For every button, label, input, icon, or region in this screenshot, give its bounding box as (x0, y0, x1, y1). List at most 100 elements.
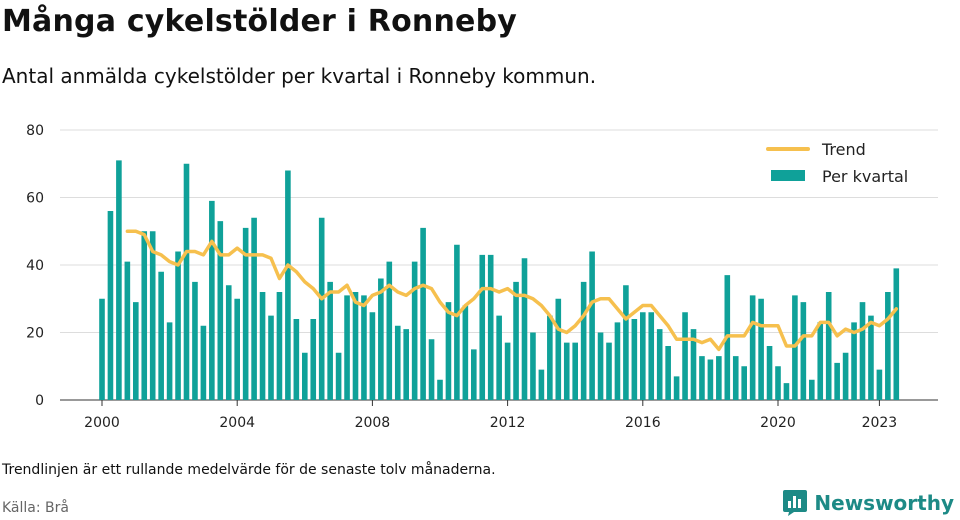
bar (547, 315, 553, 401)
bar (859, 302, 866, 401)
bar-chart-speech-bubble-icon (783, 490, 808, 516)
x-tick-label: 2016 (625, 415, 661, 431)
bar (538, 369, 545, 401)
bar (868, 315, 874, 401)
x-tick-label: 2008 (355, 415, 391, 431)
bar (276, 292, 283, 400)
bar (885, 292, 891, 400)
bar (665, 346, 671, 400)
bar (842, 352, 849, 400)
bar (403, 329, 409, 401)
bar (285, 170, 291, 400)
bar (386, 261, 393, 401)
bar (192, 281, 198, 401)
chart: 0 20 40 60 80 2000 2004 2008 2012 2016 2020 2023 Tr… (26, 123, 938, 431)
bar (335, 352, 342, 400)
axes: 0 20 40 60 80 2000 2004 2008 2012 2016 2020 2023 (26, 123, 897, 431)
bar (631, 319, 638, 400)
bar (504, 342, 511, 401)
bar (614, 322, 621, 401)
bar (175, 251, 181, 400)
y-tick-label: 0 (35, 393, 44, 409)
bar (851, 322, 857, 401)
bar (411, 261, 418, 401)
bar (766, 346, 773, 400)
bar (640, 312, 646, 400)
bar (580, 281, 587, 401)
x-tick-label: 2004 (219, 415, 255, 431)
brand[interactable]: Newsworthy (782, 489, 954, 517)
bar (732, 356, 739, 401)
bar (445, 302, 452, 401)
chart-subtitle: Antal anmälda cykelstölder per kvartal i… (2, 64, 597, 88)
bar (183, 163, 190, 400)
bar (589, 251, 595, 400)
bar (107, 211, 114, 400)
bar (428, 339, 435, 400)
bar (893, 268, 900, 401)
bar (690, 329, 697, 401)
bar (259, 292, 266, 400)
trend-line (125, 229, 899, 352)
legend-bar-swatch (771, 170, 805, 181)
bar (116, 160, 122, 401)
legend: Trend Per kvartal (766, 140, 908, 186)
gridlines (60, 129, 938, 401)
bar (217, 221, 224, 401)
bar (251, 217, 257, 400)
bar (242, 227, 249, 401)
bar (817, 322, 824, 401)
bar (783, 383, 790, 401)
bar (758, 298, 764, 400)
bar (369, 312, 376, 400)
bar (209, 200, 215, 401)
bar (166, 322, 173, 401)
bar (673, 376, 680, 401)
bar (234, 298, 240, 400)
bar (378, 278, 384, 400)
bar (124, 261, 131, 401)
bar (352, 292, 359, 400)
trend-layer (125, 229, 899, 352)
bar (454, 244, 460, 400)
bar (344, 295, 350, 401)
bar (606, 342, 612, 401)
footnote: Trendlinjen är ett rullande medelvärde f… (2, 462, 496, 478)
bar (521, 258, 528, 400)
bar (361, 295, 367, 401)
bar (437, 379, 443, 400)
bar (876, 369, 883, 401)
source-label: Källa: Brå (2, 500, 69, 516)
bar (133, 302, 139, 401)
bar (555, 298, 562, 400)
bar (530, 332, 536, 400)
legend-trend-label: Trend (821, 140, 866, 159)
bar (800, 302, 807, 401)
bar (699, 356, 705, 401)
bar (682, 312, 688, 400)
bar (268, 315, 274, 401)
y-tick-label: 20 (26, 326, 44, 342)
bar (716, 356, 722, 401)
bar (200, 325, 207, 400)
bar (462, 305, 469, 400)
x-tick-label: 2020 (760, 415, 796, 431)
bar (149, 231, 156, 400)
legend-bar-label: Per kvartal (822, 167, 908, 186)
bar (394, 325, 401, 400)
bar (749, 295, 756, 401)
x-tick-label: 2000 (84, 415, 120, 431)
bar (479, 254, 486, 401)
bar (318, 217, 325, 400)
bar (572, 342, 578, 401)
bar (293, 319, 300, 400)
bar (741, 366, 747, 400)
y-tick-label: 80 (26, 123, 44, 139)
bar (99, 298, 105, 400)
bar (648, 312, 655, 400)
bar (809, 379, 815, 400)
bars-per-kvartal (99, 160, 900, 401)
bar (310, 319, 317, 400)
bar (834, 362, 840, 401)
brand-name: Newsworthy (814, 491, 954, 515)
